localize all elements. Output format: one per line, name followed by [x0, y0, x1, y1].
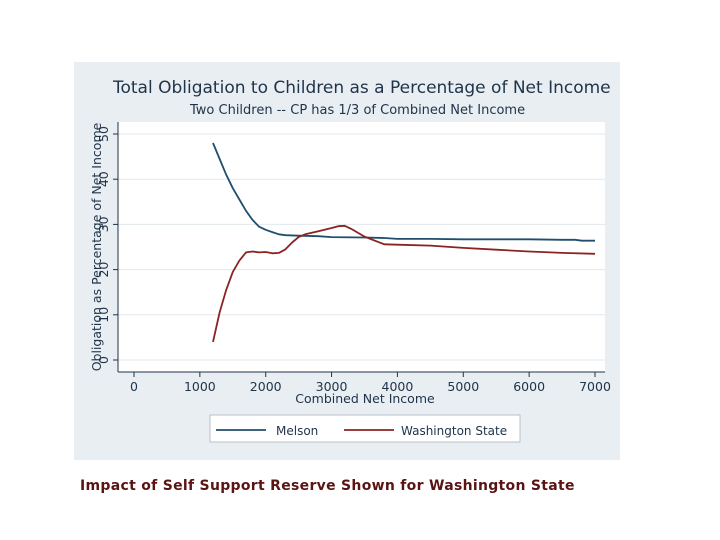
y-axis-label: Obligation as Percentage of Net Income	[89, 122, 104, 371]
legend-label-melson: Melson	[276, 424, 318, 438]
series-lines	[212, 142, 596, 343]
x-axis: 0 1000 2000 3000 4000 5000 6000 7000	[118, 371, 611, 394]
y-tick-label-0: 0	[96, 356, 111, 364]
x-tick-label-0: 0	[130, 379, 138, 394]
x-tick-label-5000: 5000	[447, 379, 479, 394]
chart-subtitle: Two Children -- CP has 1/3 of Combined N…	[189, 103, 525, 118]
legend: Melson Washington State	[209, 414, 521, 443]
y-tick-label-20: 20	[96, 262, 111, 278]
chart-panel: Total Obligation to Children as a Percen…	[74, 62, 620, 460]
y-tick-label-30: 30	[96, 216, 111, 232]
legend-box	[209, 414, 521, 443]
y-tick-label-50: 50	[96, 126, 111, 142]
grid-lines	[118, 133, 605, 361]
plot-area	[118, 122, 605, 372]
x-tick-label-7000: 7000	[579, 379, 611, 394]
x-tick-label-4000: 4000	[382, 379, 414, 394]
x-tick-label-1000: 1000	[184, 379, 216, 394]
series-line-melson	[212, 142, 595, 242]
chart-title: Total Obligation to Children as a Percen…	[112, 78, 611, 98]
x-axis-label: Combined Net Income	[295, 391, 435, 406]
y-axis: 0 10 20 30 40 50	[96, 122, 119, 372]
y-tick-label-10: 10	[96, 307, 111, 323]
x-tick-label-3000: 3000	[316, 379, 348, 394]
x-tick-label-2000: 2000	[250, 379, 282, 394]
slide-caption: Impact of Self Support Reserve Shown for…	[80, 478, 575, 494]
x-tick-label-6000: 6000	[513, 379, 545, 394]
y-tick-label-40: 40	[96, 171, 111, 187]
line-chart: Total Obligation to Children as a Percen…	[89, 78, 611, 443]
series-line-washington-state	[212, 224, 596, 343]
legend-label-washington: Washington State	[401, 424, 507, 438]
